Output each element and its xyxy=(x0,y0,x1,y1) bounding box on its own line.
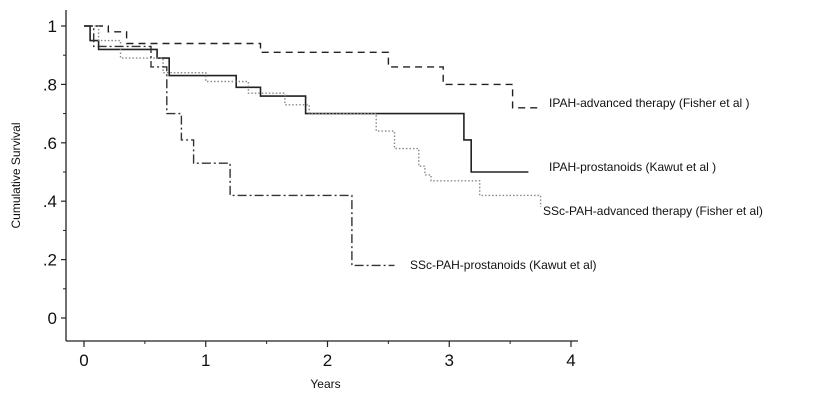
series-label-ipah-advanced: IPAH-advanced therapy (Fisher et al ) xyxy=(549,96,750,110)
y-tick-label: .6 xyxy=(43,134,57,153)
series-labels: IPAH-advanced therapy (Fisher et al ) IPA… xyxy=(410,96,763,272)
y-tick-label: .2 xyxy=(43,251,57,270)
x-tick-label: 4 xyxy=(566,351,575,370)
series-line-ipah-advanced xyxy=(84,25,541,109)
x-tick-label: 3 xyxy=(445,351,454,370)
y-tick-label: .4 xyxy=(43,192,57,211)
y-tick-label: .8 xyxy=(43,75,57,94)
series-label-ssc-pah-prostanoids: SSc-PAH-prostanoids (Kawut et al) xyxy=(410,258,597,272)
series-label-ipah-prostanoids: IPAH-prostanoids (Kawut et al ) xyxy=(549,160,716,174)
x-tick-label: 1 xyxy=(201,351,210,370)
y-tick-label: 1 xyxy=(48,17,57,36)
axes: 0 .2 .4 .6 .8 1 0 1 2 3 4 Years Cumulative Survival xyxy=(9,10,578,391)
series-line-ssc-pah-advanced xyxy=(84,25,542,207)
series-layer xyxy=(84,25,542,267)
x-tick-label: 0 xyxy=(79,351,88,370)
series-line-ssc-pah-prostanoids xyxy=(84,25,395,267)
y-tick-label: 0 xyxy=(48,309,57,328)
x-tick-label: 2 xyxy=(323,351,332,370)
y-axis-title: Cumulative Survival xyxy=(9,122,23,228)
x-axis-title: Years xyxy=(310,377,340,391)
series-label-ssc-pah-advanced: SSc-PAH-advanced therapy (Fisher et al) xyxy=(543,204,763,218)
